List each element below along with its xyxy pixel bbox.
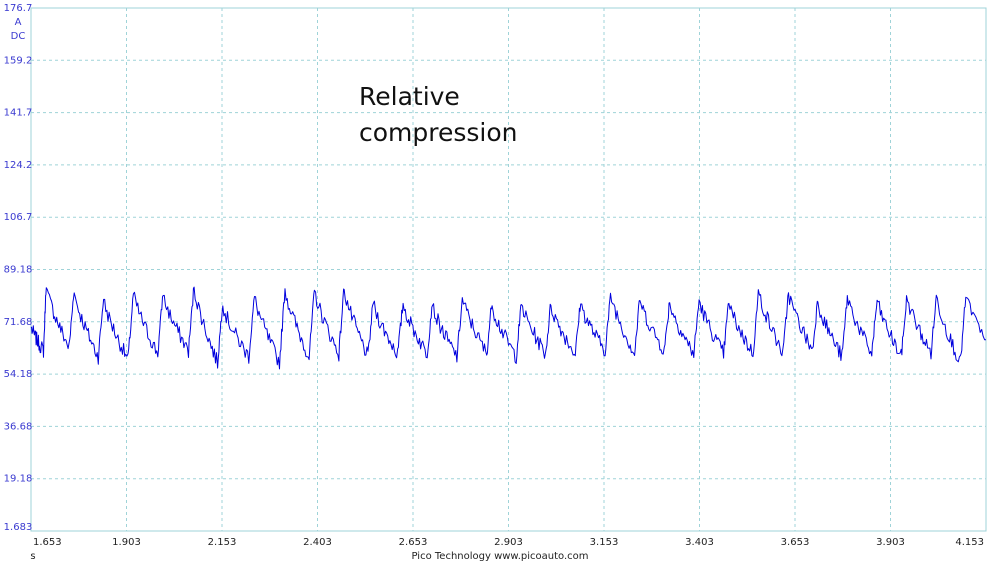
y-unit-label-dc: DC xyxy=(11,31,26,42)
y-tick-label: 36.68 xyxy=(4,421,33,432)
y-tick-label: 54.18 xyxy=(4,369,33,380)
y-axis-ticks: 176.7 159.2 141.7 124.2 106.7 89.18 71.68 54.18… xyxy=(4,3,33,533)
current-waveform-line xyxy=(30,286,986,370)
x-tick-label: 1.903 xyxy=(112,537,141,548)
x-tick-label: 2.403 xyxy=(303,537,332,548)
annotation-line-1: Relative xyxy=(359,82,460,111)
x-tick-label: 3.653 xyxy=(781,537,810,548)
x-tick-label: 3.903 xyxy=(876,537,905,548)
x-tick-label: 3.153 xyxy=(590,537,619,548)
plot-frame xyxy=(30,7,987,532)
y-tick-label: 124.2 xyxy=(4,160,33,171)
y-tick-label: 141.7 xyxy=(4,108,33,119)
x-tick-label: 2.153 xyxy=(208,537,237,548)
y-tick-label: 89.18 xyxy=(4,265,33,276)
y-tick-label: 159.2 xyxy=(4,55,33,66)
x-tick-label: 1.653 xyxy=(33,537,62,548)
y-tick-label: 1.683 xyxy=(4,522,33,533)
x-axis-ticks: 1.653 1.903 2.153 2.403 2.653 2.903 3.153 3.403… xyxy=(33,537,984,548)
y-tick-label: 71.68 xyxy=(4,317,33,328)
x-tick-label: 2.653 xyxy=(399,537,428,548)
x-tick-label: 4.153 xyxy=(955,537,984,548)
footer-credit: Pico Technology www.picoauto.com xyxy=(412,551,589,562)
x-axis-unit-label: s xyxy=(30,551,35,562)
y-tick-label: 19.18 xyxy=(4,474,33,485)
y-tick-label: 176.7 xyxy=(4,3,33,14)
annotation-line-2: compression xyxy=(359,118,518,147)
x-tick-label: 2.903 xyxy=(494,537,523,548)
grid-lines xyxy=(31,8,986,531)
x-tick-label: 3.403 xyxy=(685,537,714,548)
y-tick-label: 106.7 xyxy=(4,212,33,223)
y-unit-label-amps: A xyxy=(15,17,22,28)
